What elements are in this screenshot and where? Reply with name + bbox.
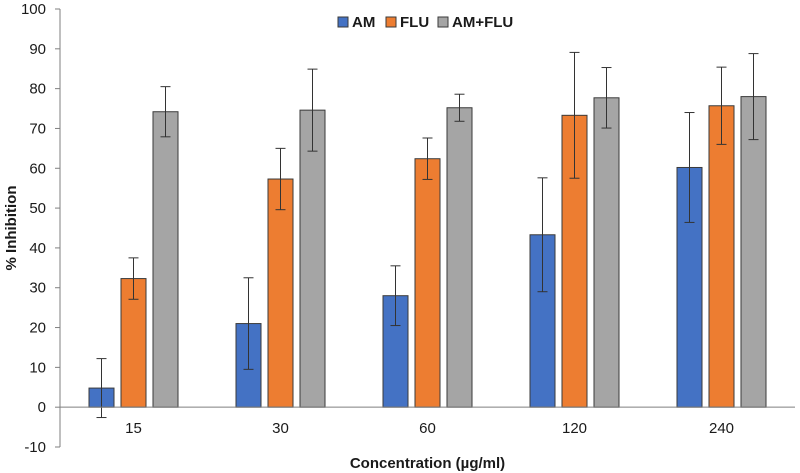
bar-am-flu-240 xyxy=(740,96,767,408)
error-bar-flu-240 xyxy=(716,66,727,145)
y-tick-label: 0 xyxy=(38,399,46,416)
y-tick-label: 80 xyxy=(29,81,46,98)
y-tick-label: 70 xyxy=(29,120,46,137)
x-tick-label: 120 xyxy=(562,420,587,437)
bar-am-flu-60 xyxy=(446,107,473,408)
bar-flu-60 xyxy=(414,158,441,408)
y-tick-label: 10 xyxy=(29,359,46,376)
error-bar-flu-30 xyxy=(275,147,286,211)
legend: AM FLU AM+FLU xyxy=(337,14,513,31)
error-bar-am-flu-15 xyxy=(160,86,171,138)
bar-flu-240 xyxy=(708,105,735,408)
error-bar-am-240 xyxy=(684,112,695,223)
legend-swatch xyxy=(385,16,397,28)
y-axis-title: % Inhibition xyxy=(3,186,20,271)
error-bar-am-120 xyxy=(537,177,548,293)
axes xyxy=(55,8,795,448)
bar-flu-15 xyxy=(120,278,147,408)
bar-am-flu-30 xyxy=(299,109,326,408)
error-bar-flu-120 xyxy=(569,51,580,179)
legend-item-am-flu: AM+FLU xyxy=(437,14,513,31)
x-tick-label: 60 xyxy=(419,420,436,437)
error-bar-am-flu-120 xyxy=(601,67,612,129)
error-bars xyxy=(96,51,759,419)
legend-swatch xyxy=(337,16,349,28)
y-tick-label: 20 xyxy=(29,320,46,337)
legend-swatch xyxy=(437,16,449,28)
bar-am-flu-120 xyxy=(593,97,620,408)
x-tick-label: 15 xyxy=(125,420,142,437)
error-bar-flu-15 xyxy=(128,257,139,300)
y-tick-labels: -10 0 10 20 30 40 50 60 70 80 90 100 xyxy=(21,1,46,456)
y-tick-label: 40 xyxy=(29,240,46,257)
y-tick-label: -10 xyxy=(24,439,46,456)
error-bar-am-flu-30 xyxy=(307,68,318,152)
x-tick-label: 240 xyxy=(709,420,734,437)
y-tick-label: 100 xyxy=(21,1,46,18)
error-bar-am-60 xyxy=(390,265,401,327)
y-tick-label: 90 xyxy=(29,41,46,58)
legend-label: FLU xyxy=(400,14,429,31)
y-tick-label: 30 xyxy=(29,280,46,297)
error-bar-am-15 xyxy=(96,358,107,419)
x-axis-title: Concentration (µg/ml) xyxy=(350,455,505,472)
x-tick-labels: 15 30 60 120 240 xyxy=(125,420,734,437)
x-tick-label: 30 xyxy=(272,420,289,437)
error-bar-am-flu-240 xyxy=(748,53,759,141)
y-tick-label: 50 xyxy=(29,200,46,217)
error-bar-flu-60 xyxy=(422,137,433,180)
bar-flu-30 xyxy=(267,178,294,408)
legend-item-flu: FLU xyxy=(385,14,429,31)
y-tick-label: 60 xyxy=(29,160,46,177)
legend-item-am: AM xyxy=(337,14,375,31)
error-bar-am-30 xyxy=(243,277,254,370)
error-bar-am-flu-60 xyxy=(454,93,465,122)
legend-label: AM xyxy=(352,14,375,31)
bar-am-flu-15 xyxy=(152,111,179,408)
legend-label: AM+FLU xyxy=(452,14,513,31)
